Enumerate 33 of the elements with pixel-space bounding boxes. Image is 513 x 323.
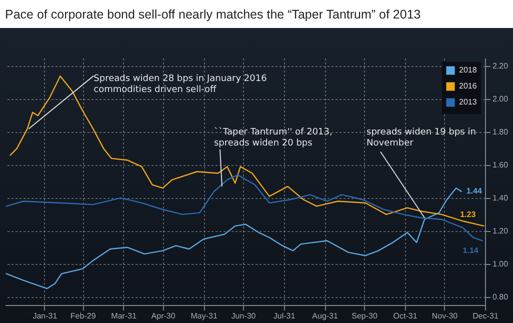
- y-tick-label: 1.20: [492, 226, 509, 236]
- x-tick-label: Nov-30: [432, 312, 458, 320]
- chart-title: Pace of corporate bond sell-off nearly matches the “Taper Tantrum” of 2013: [5, 8, 421, 22]
- x-tick-label: May-31: [190, 312, 218, 320]
- legend-label: 2013: [459, 98, 478, 106]
- x-tick-label: Jul-31: [273, 312, 296, 320]
- annotation: spreads widen 19 bps in November: [366, 128, 476, 149]
- line-series: [6, 174, 483, 242]
- annotation: Spreads widen 28 bps in January 2016 commodities driven sell-off: [94, 74, 268, 95]
- x-tick-label: Mar-31: [111, 312, 138, 320]
- y-tick-label: 1.60: [492, 160, 509, 170]
- x-tick-label: Feb-29: [70, 312, 96, 320]
- data-label: 1.23: [460, 210, 476, 219]
- x-tick-label: Oct-31: [393, 312, 418, 320]
- y-tick-label: 1.00: [492, 259, 509, 268]
- x-tick-label: Apr-30: [151, 312, 176, 320]
- data-label: 1.14: [462, 246, 479, 255]
- x-tick-label: Sep-30: [352, 312, 378, 320]
- annotation: ``Taper Tantrum'' of 2013, spreads widen 20 bps: [214, 126, 332, 148]
- y-tick-label: 1.40: [492, 193, 509, 202]
- x-tick-label: Aug-31: [312, 312, 339, 320]
- y-tick-label: 0.80: [492, 292, 509, 302]
- x-tick-label: Jan-31: [32, 312, 58, 320]
- legend-label: 2016: [459, 82, 478, 90]
- y-tick-label: 2.00: [492, 94, 509, 104]
- y-tick-label: 2.20: [492, 62, 509, 71]
- y-tick-label: 1.80: [492, 128, 509, 137]
- legend-label: 2018: [459, 66, 478, 74]
- x-tick-label: Dec-31: [472, 312, 499, 320]
- data-label: 1.44: [466, 186, 482, 196]
- line-series: [6, 187, 462, 290]
- x-tick-label: Jun-30: [231, 312, 256, 320]
- line-series: [10, 76, 484, 227]
